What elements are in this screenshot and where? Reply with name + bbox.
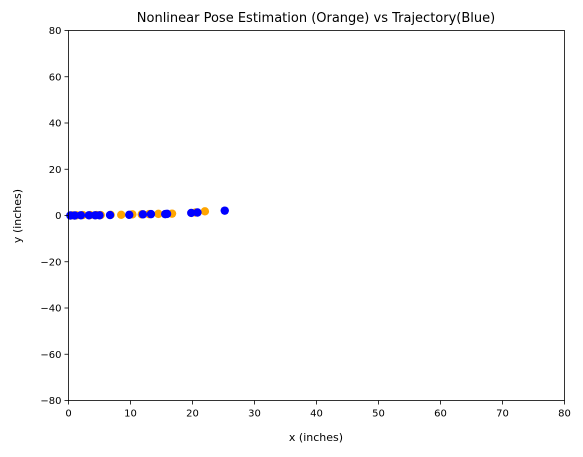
- x-tick-label: 20: [186, 409, 199, 420]
- y-tick-label: −80: [40, 396, 61, 407]
- trajectory-point: [105, 210, 115, 220]
- trajectory-point: [187, 208, 196, 218]
- trajectory-point: [84, 211, 94, 220]
- trajectory-point: [220, 206, 229, 215]
- y-tick-label: 40: [49, 119, 62, 130]
- trajectory-point: [146, 209, 156, 219]
- y-tick-label: −20: [40, 257, 61, 268]
- x-tick-label: 50: [372, 409, 385, 420]
- x-tick-label: 10: [124, 409, 137, 420]
- pose-estimate-point: [154, 209, 163, 219]
- trajectory-point: [193, 208, 202, 217]
- x-tick-label: 30: [248, 409, 261, 420]
- y-tick-label: 60: [49, 72, 62, 83]
- trajectory-point: [95, 211, 104, 220]
- x-tick-label: 60: [434, 409, 447, 420]
- trajectory-point: [162, 209, 172, 219]
- y-axis: −80 −60 −40 −20 0 20 40 60 80: [40, 26, 69, 407]
- x-tick-label: 0: [65, 409, 71, 420]
- y-axis-label: y (inches): [11, 189, 24, 243]
- x-axis-label: x (inches): [289, 431, 343, 444]
- trajectory-point: [70, 211, 79, 220]
- trajectory-point: [76, 211, 86, 220]
- y-tick-label: 0: [55, 211, 61, 222]
- y-tick-label: −40: [40, 304, 61, 315]
- pose-estimate-point: [200, 207, 210, 216]
- chart-title: Nonlinear Pose Estimation (Orange) vs Tr…: [137, 11, 495, 26]
- y-tick-label: 20: [49, 165, 62, 176]
- trajectory-point: [125, 210, 134, 220]
- data-points: [66, 206, 229, 220]
- y-tick-label: 80: [49, 26, 62, 37]
- x-tick-label: 70: [496, 409, 509, 420]
- x-axis: 0 10 20 30 40 50 60 70 80: [65, 400, 571, 420]
- trajectory-point: [138, 210, 148, 219]
- pose-estimate-point: [117, 210, 126, 220]
- y-tick-label: −60: [40, 350, 61, 361]
- x-tick-label: 40: [310, 409, 323, 420]
- x-tick-label: 80: [558, 409, 571, 420]
